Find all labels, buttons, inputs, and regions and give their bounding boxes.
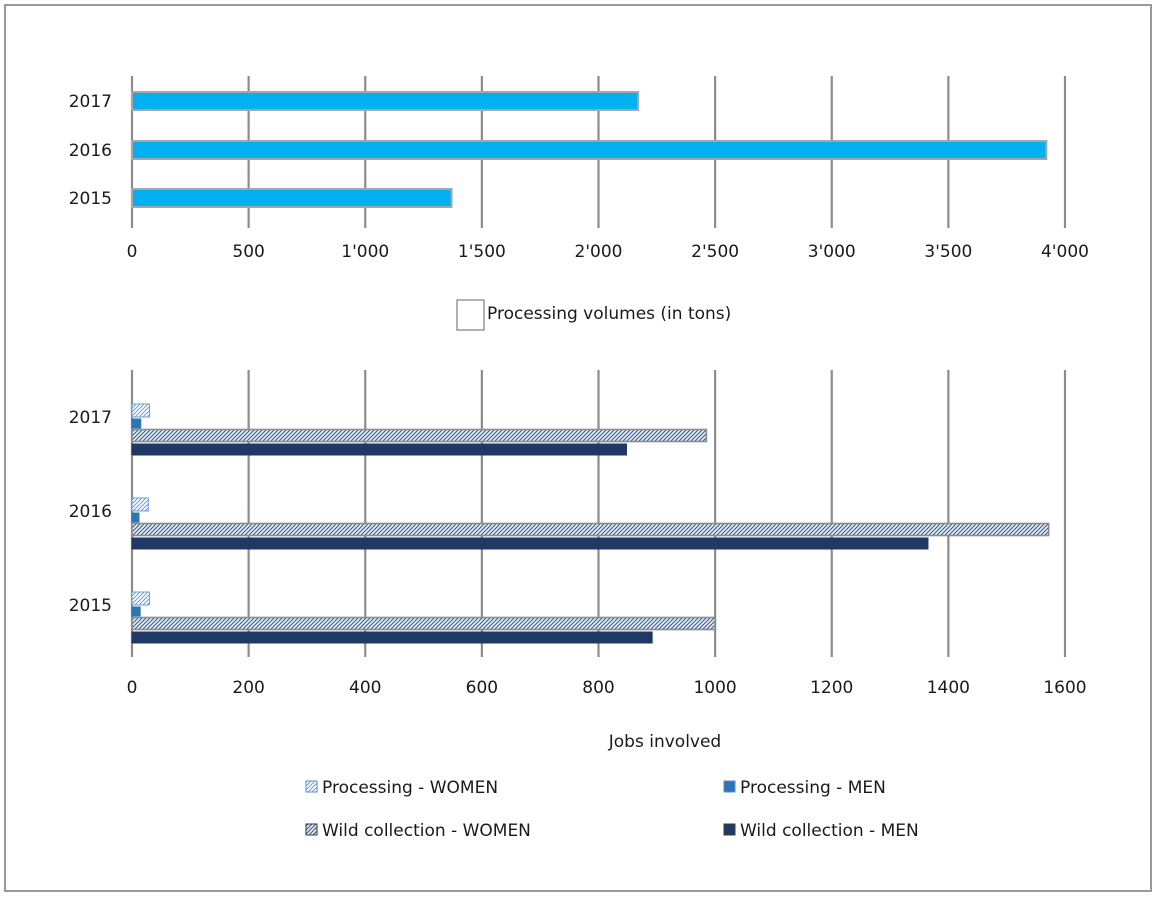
x-tick-label-1: 1'000 [341,242,389,262]
x-tick-label-1: 3'500 [924,242,972,262]
x-tick-label-2: 1600 [1043,678,1086,698]
bar-wild-collection-women [131,616,716,631]
x-tick-label-2: 200 [232,678,264,698]
x-tick-label-1: 500 [232,242,264,262]
x-tick-label-2: 1400 [927,678,970,698]
bar-wild-collection-men [131,537,929,550]
bar-processing-men [131,512,140,523]
bar-processing-volume [131,188,453,208]
bar-wild-collection-men [131,631,653,644]
legend-swatch-processing-volumes [456,299,485,331]
y-tick-label-1: 2017 [69,92,112,112]
y-tick-label-1: 2015 [69,189,112,209]
bar-processing-women [131,591,150,606]
x-tick-label-1: 2'000 [575,242,623,262]
bar-wild-collection-women [131,428,708,443]
y-tick-label-2: 2015 [69,596,112,616]
legend-wild-collection-men-swatch [723,823,736,836]
bar-processing-women [131,403,150,418]
x-tick-label-2: 800 [582,678,614,698]
legend-processing-men-swatch [723,780,736,793]
bar-processing-volume [131,140,1048,160]
y-tick-label-2: 2016 [69,502,112,522]
x-axis-title-2: Jobs involved [608,732,721,752]
x-tick-label-2: 1000 [693,678,736,698]
x-tick-label-1: 2'500 [691,242,739,262]
x-tick-label-1: 3'000 [808,242,856,262]
y-tick-label-1: 2016 [69,141,112,161]
bar-wild-collection-women [131,522,1050,537]
legend-processing-women-label: Processing - WOMEN [322,778,498,798]
legend-wild-collection-women-swatch [305,823,318,836]
x-tick-label-2: 1200 [810,678,853,698]
legend-label-processing-volumes: Processing volumes (in tons) [487,304,731,324]
bar-processing-men [131,606,141,617]
legend-wild-collection-men-label: Wild collection - MEN [740,821,919,841]
bar-processing-volume [131,91,640,111]
bar-processing-women [131,497,149,512]
bar-processing-men [131,418,142,429]
legend-processing-men-label: Processing - MEN [740,778,886,798]
y-tick-label-2: 2017 [69,408,112,428]
x-tick-label-2: 400 [349,678,381,698]
x-tick-label-1: 4'000 [1041,242,1089,262]
bar-wild-collection-men [131,443,627,456]
legend-processing-women-swatch [305,780,318,793]
x-tick-label-1: 0 [127,242,138,262]
x-tick-label-1: 1'500 [458,242,506,262]
x-tick-label-2: 600 [466,678,498,698]
legend-wild-collection-women-label: Wild collection - WOMEN [322,821,531,841]
x-tick-label-2: 0 [127,678,138,698]
